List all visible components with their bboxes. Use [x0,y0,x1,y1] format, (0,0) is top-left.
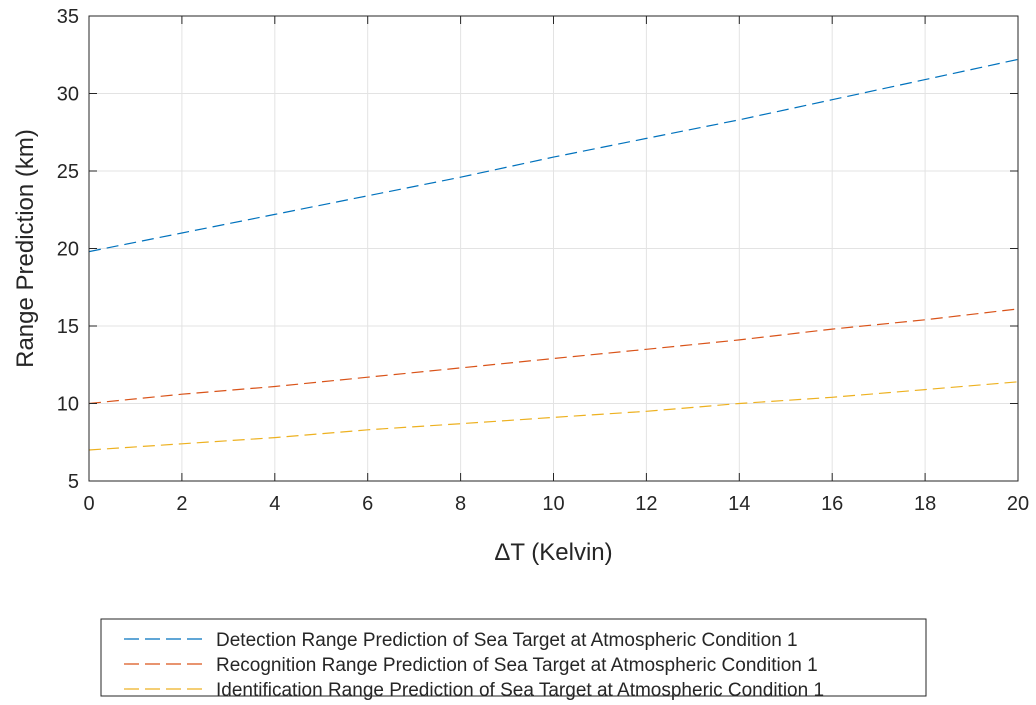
series-lines [88,58,1019,451]
y-tick-label: 25 [57,161,79,183]
grid [88,15,1019,482]
y-tick-label: 35 [57,6,79,28]
y-tick-label: 30 [57,84,79,106]
axis-ticks: 0 2 4 6 8 10 12 14 16 18 20 5 10 15 20 25 30 35 [57,6,1029,515]
series-line-2 [88,308,1019,405]
x-tick-label: 4 [269,493,280,515]
y-axis-title: Range Prediction (km) [12,129,39,368]
x-axis-title: ΔT (Kelvin) [494,539,612,566]
series-line-1 [88,58,1019,253]
x-tick-label: 0 [83,493,94,515]
y-tick-label: 10 [57,394,79,416]
x-tick-label: 8 [455,493,466,515]
x-tick-label: 6 [362,493,373,515]
x-tick-label: 10 [542,493,564,515]
y-tick-label: 5 [68,471,79,493]
x-tick-label: 12 [635,493,657,515]
legend-label-1: Detection Range Prediction of Sea Target… [216,630,798,651]
x-tick-label: 20 [1007,493,1029,515]
x-tick-label: 16 [821,493,843,515]
y-tick-label: 15 [57,316,79,338]
legend: Detection Range Prediction of Sea Target… [100,618,927,701]
x-tick-label: 2 [176,493,187,515]
legend-box [100,618,927,697]
x-tick-label: 18 [914,493,936,515]
legend-label-3: Identification Range Prediction of Sea T… [216,680,824,700]
series-line-3 [88,381,1019,451]
y-tick-label: 20 [57,239,79,261]
x-tick-label: 14 [728,493,750,515]
legend-label-2: Recognition Range Prediction of Sea Targ… [216,655,818,676]
